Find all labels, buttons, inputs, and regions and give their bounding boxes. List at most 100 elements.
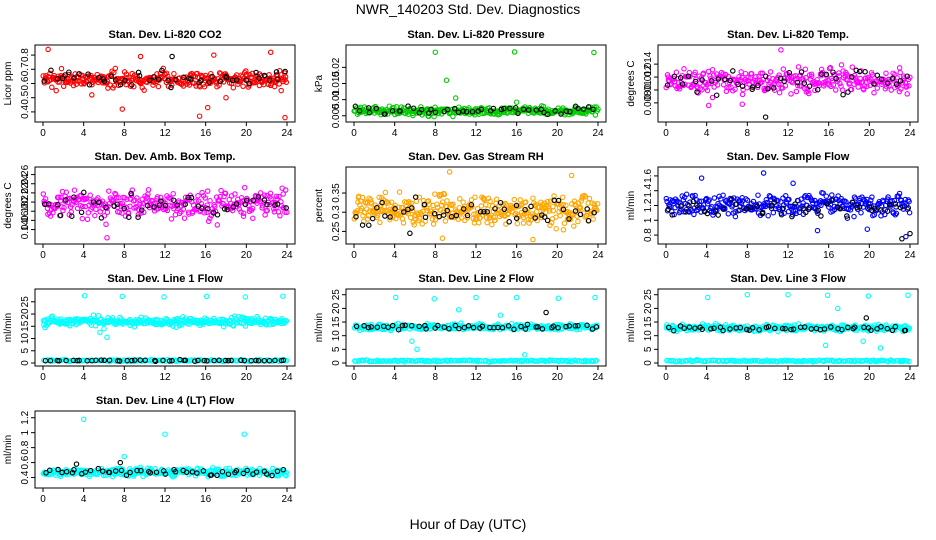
- data-point: [845, 89, 851, 95]
- y-tick-label: 25: [331, 289, 342, 301]
- data-point: [461, 217, 468, 224]
- data-point: [550, 207, 557, 214]
- data-point: [590, 216, 596, 222]
- data-point: [858, 209, 864, 216]
- panel-6: Stan. Dev. Sample Flow ml/min 0 4 8 12 16 20 24 0…: [626, 151, 919, 261]
- data-point: [240, 213, 247, 219]
- data-point: [735, 358, 742, 364]
- data-point: [127, 83, 134, 89]
- data-point: [874, 85, 881, 91]
- panel-title: Stan. Dev. Line 1 Flow: [107, 273, 223, 285]
- y-tick-label: 15: [643, 316, 654, 328]
- panel-title: Stan. Dev. Line 4 (LT) Flow: [96, 395, 235, 407]
- y-tick-label: 0.8: [20, 48, 31, 62]
- data-point: [204, 75, 210, 81]
- data-point: [101, 357, 108, 364]
- data-point: [592, 294, 598, 301]
- data-point: [374, 204, 380, 211]
- data-point: [123, 472, 130, 478]
- x-tick-label: 24: [592, 250, 604, 261]
- data-point: [511, 326, 517, 333]
- data-point: [737, 324, 744, 331]
- x-tick-label: 24: [281, 372, 293, 383]
- data-point: [722, 76, 728, 83]
- data-point: [824, 201, 830, 207]
- data-point: [490, 105, 497, 112]
- data-point: [50, 209, 56, 216]
- x-tick-label: 8: [745, 250, 751, 261]
- data-point: [854, 204, 860, 211]
- data-point: [45, 46, 51, 53]
- data-point: [714, 207, 720, 213]
- data-point: [136, 72, 143, 79]
- data-point: [578, 198, 584, 204]
- data-point: [423, 326, 429, 332]
- data-point: [150, 82, 156, 88]
- data-point: [112, 190, 118, 197]
- panel-1: Stan. Dev. Li-820 CO2 Licor ppm 0 4 8 12 16 20 2…: [3, 29, 296, 139]
- data-point: [520, 220, 527, 226]
- data-point: [815, 207, 821, 214]
- data-point: [439, 235, 446, 242]
- data-point: [830, 69, 836, 75]
- y-tick-label: 0: [331, 360, 342, 366]
- data-point: [548, 219, 555, 226]
- data-point: [169, 358, 175, 364]
- y-tick-label: 10: [20, 333, 31, 345]
- data-point: [113, 195, 120, 201]
- data-point: [411, 222, 417, 228]
- data-point: [241, 431, 248, 437]
- data-point: [243, 71, 250, 78]
- panel-title: Stan. Dev. Sample Flow: [727, 151, 850, 163]
- data-point: [400, 220, 407, 226]
- data-point: [408, 322, 415, 329]
- y-tick-label: 0.012: [643, 64, 654, 89]
- data-point: [369, 215, 376, 222]
- data-point: [446, 325, 452, 332]
- data-point: [280, 191, 286, 197]
- data-point: [261, 72, 268, 79]
- y-tick-label: 0.01: [643, 80, 654, 100]
- data-point: [550, 323, 557, 329]
- data-point: [762, 114, 769, 120]
- data-point: [405, 103, 411, 109]
- data-point: [813, 200, 820, 207]
- data-point: [116, 358, 123, 364]
- data-point: [470, 324, 477, 331]
- data-point: [752, 358, 759, 364]
- data-point: [84, 216, 91, 223]
- data-point: [530, 195, 536, 201]
- x-tick-label: 4: [81, 128, 87, 139]
- x-tick-label: 16: [200, 372, 212, 383]
- data-point: [154, 71, 160, 77]
- data-point: [765, 324, 772, 330]
- data-points: [40, 416, 290, 480]
- data-point: [806, 83, 813, 89]
- data-point: [755, 82, 761, 89]
- data-point: [906, 198, 912, 205]
- data-point: [282, 187, 289, 193]
- data-point: [864, 83, 870, 90]
- data-point: [535, 324, 541, 330]
- data-point: [749, 86, 755, 93]
- data-point: [134, 195, 140, 201]
- data-point: [174, 202, 181, 208]
- x-tick-label: 20: [864, 250, 876, 261]
- data-point: [460, 108, 466, 114]
- data-point: [704, 294, 711, 301]
- data-point: [522, 206, 528, 213]
- data-point: [373, 105, 380, 112]
- data-point: [274, 76, 281, 83]
- data-point: [777, 75, 784, 81]
- y-tick-label: 0.5: [20, 90, 31, 104]
- data-point: [172, 76, 179, 83]
- data-point: [396, 189, 403, 195]
- data-point: [422, 214, 429, 221]
- data-point: [664, 82, 671, 88]
- data-point: [280, 293, 286, 299]
- data-point: [261, 357, 268, 364]
- data-point: [812, 87, 818, 94]
- y-tick-label: 15: [20, 320, 31, 332]
- data-point: [744, 326, 750, 333]
- data-point: [514, 220, 521, 227]
